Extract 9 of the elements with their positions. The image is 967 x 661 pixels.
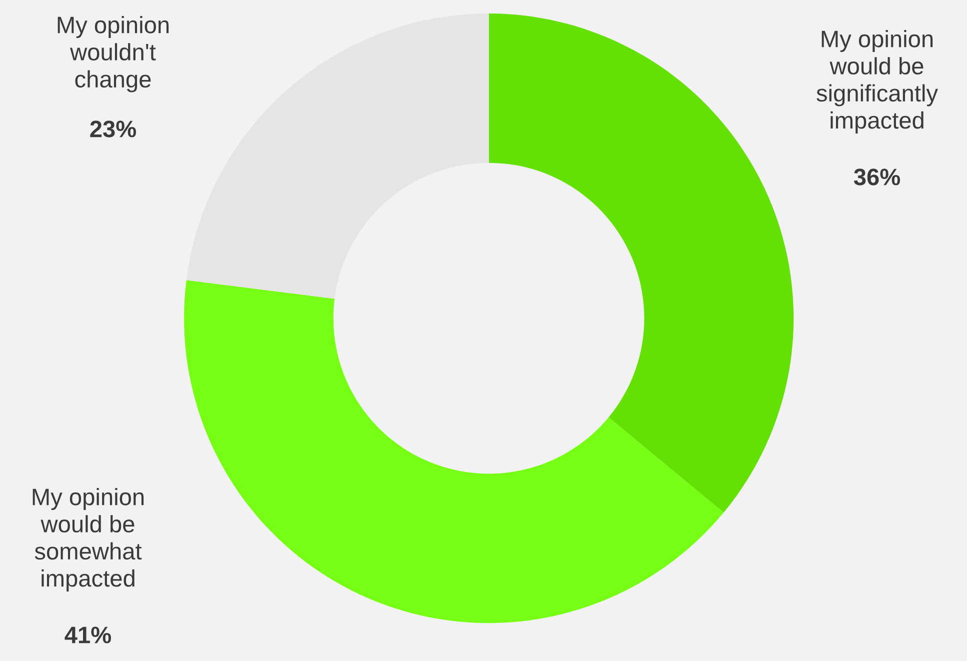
slice-label: My opinion would be somewhat impacted: [32, 488, 144, 592]
donut-slice: [488, 13, 794, 513]
slice-label: My opinion would be significantly impacted: [816, 30, 938, 134]
slice-label: My opinion wouldn't change: [58, 16, 169, 92]
data-label: 23%: [90, 120, 136, 138]
data-label: 36%: [854, 168, 900, 186]
donut-slice: [184, 280, 724, 623]
data-label: 41%: [64, 626, 112, 644]
donut-slice: [186, 13, 489, 299]
